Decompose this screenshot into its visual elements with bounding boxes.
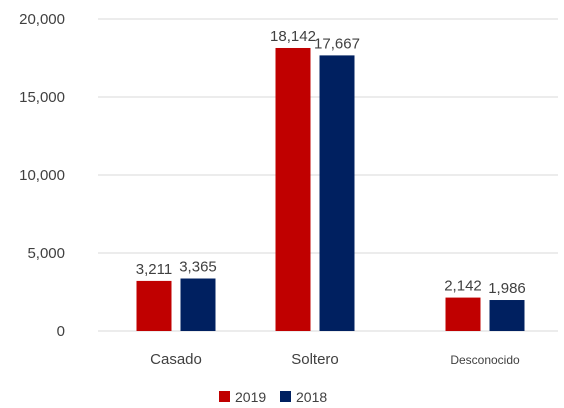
legend-swatch: [219, 391, 230, 402]
bar: [489, 300, 525, 331]
data-label: 2,142: [444, 278, 482, 295]
x-category-label: Soltero: [291, 351, 339, 368]
legend-label: 2019: [235, 389, 266, 405]
bars: [136, 47, 525, 331]
x-category-label: Casado: [150, 351, 202, 368]
bar: [445, 297, 481, 331]
y-tick-label: 20,000: [19, 11, 65, 28]
legend: 2019 2018: [219, 389, 327, 405]
y-tick-label: 0: [57, 323, 65, 340]
x-category-label: Desconocido: [450, 353, 520, 367]
data-label: 1,986: [488, 280, 526, 297]
x-axis-categories: Casado Soltero Desconocido: [150, 351, 520, 368]
data-label: 17,667: [314, 35, 360, 52]
bar: [180, 278, 216, 331]
data-label: 3,365: [179, 259, 217, 276]
data-label: 18,142: [270, 28, 316, 45]
y-tick-label: 5,000: [27, 245, 65, 262]
legend-swatch: [280, 391, 291, 402]
y-tick-label: 15,000: [19, 89, 65, 106]
bar: [136, 280, 172, 331]
y-axis-ticks: 0 5,000 10,000 15,000 20,000: [19, 11, 65, 340]
data-label: 3,211: [136, 261, 172, 278]
legend-label: 2018: [296, 389, 327, 405]
bar: [319, 55, 355, 331]
bar: [275, 47, 311, 331]
y-tick-label: 10,000: [19, 167, 65, 184]
